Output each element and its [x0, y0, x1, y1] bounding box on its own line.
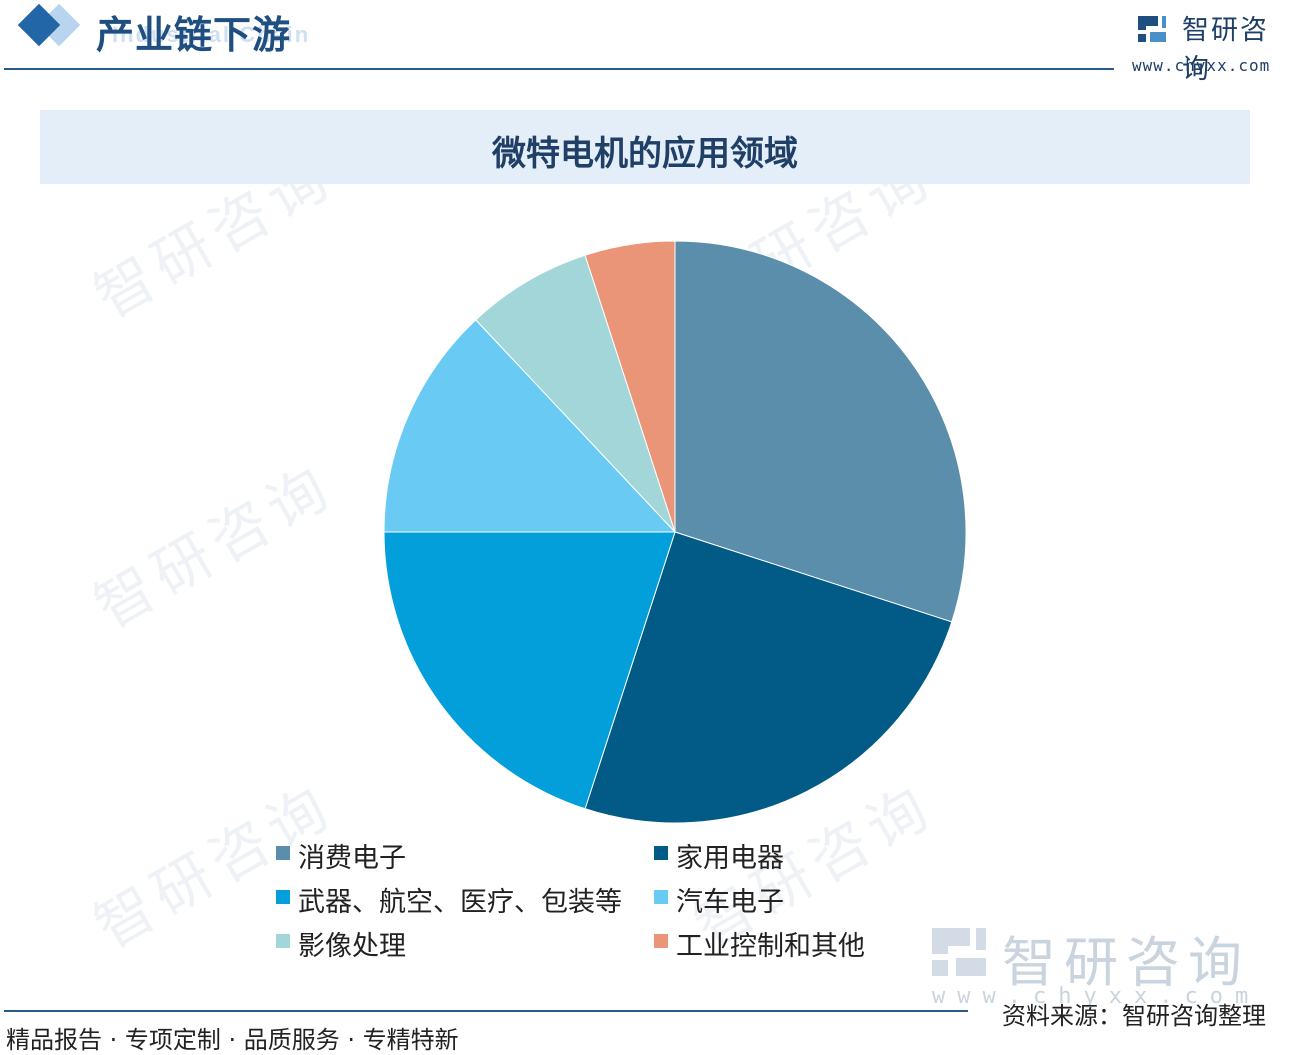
chart-title-band: 微特电机的应用领域: [40, 110, 1250, 184]
pie-slice: [584, 531, 953, 824]
legend-label: 武器、航空、医疗、包装等: [298, 887, 622, 918]
brand-name: 智研咨询: [1182, 15, 1269, 85]
legend-label: 汽车电子: [676, 887, 784, 918]
legend-swatch: [276, 934, 290, 948]
legend-swatch: [654, 846, 668, 860]
pie-slice: [475, 254, 676, 533]
legend-label: 家用电器: [676, 843, 784, 874]
pie-slice: [383, 319, 677, 533]
chart-title: 微特电机的应用领域: [492, 134, 798, 174]
pie-slice: [584, 240, 676, 533]
footer-divider: [4, 1010, 968, 1012]
brand-logo-icon: [1138, 16, 1166, 42]
legend-label: 影像处理: [298, 931, 406, 962]
bottom-logo-icon: [932, 928, 986, 976]
page-header: Industrial Chain 产业链下游 智研咨询 www.chyxx.co…: [0, 0, 1294, 85]
header-divider: [4, 68, 1114, 70]
bottom-logo-url: www.chyxx.com: [932, 984, 1261, 1009]
section-title: 产业链下游: [96, 12, 292, 57]
footer-tagline: 精品报告 · 专项定制 · 品质服务 · 专精特新: [6, 1026, 459, 1054]
section-subtitle: Industrial Chain: [112, 22, 311, 47]
pie-slice: [674, 240, 967, 623]
bottom-logo-text: 智研咨询: [1002, 931, 1250, 994]
brand-url: www.chyxx.com: [1132, 56, 1271, 75]
source-note: 资料来源：智研咨询整理: [1002, 1002, 1266, 1030]
legend-label: 消费电子: [298, 843, 406, 874]
legend-swatch: [654, 890, 668, 904]
legend-label: 工业控制和其他: [676, 931, 865, 962]
legend-swatch: [654, 934, 668, 948]
legend-swatch: [276, 890, 290, 904]
pie-slice: [383, 531, 676, 810]
legend-swatch: [276, 846, 290, 860]
